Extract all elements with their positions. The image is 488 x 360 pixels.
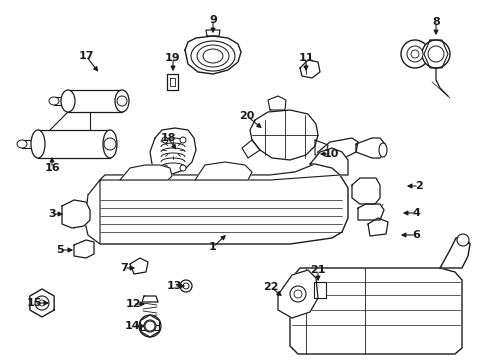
Text: 12: 12 — [125, 299, 141, 309]
Polygon shape — [30, 289, 54, 317]
Ellipse shape — [17, 140, 27, 148]
Ellipse shape — [115, 90, 129, 112]
Text: 3: 3 — [48, 209, 56, 219]
Circle shape — [289, 286, 305, 302]
Polygon shape — [267, 96, 285, 110]
Circle shape — [183, 283, 189, 289]
Text: 1: 1 — [209, 242, 217, 252]
Circle shape — [180, 280, 192, 292]
Text: 14: 14 — [125, 321, 141, 331]
Text: 8: 8 — [431, 17, 439, 27]
Circle shape — [35, 296, 49, 310]
Text: 13: 13 — [166, 281, 182, 291]
Circle shape — [162, 137, 168, 143]
Circle shape — [104, 138, 116, 150]
Ellipse shape — [61, 90, 75, 112]
Circle shape — [410, 50, 418, 58]
Text: 10: 10 — [323, 149, 338, 159]
Text: 7: 7 — [120, 263, 128, 273]
Text: 16: 16 — [44, 163, 60, 173]
Text: 20: 20 — [239, 111, 254, 121]
Polygon shape — [85, 164, 347, 244]
Circle shape — [162, 165, 168, 171]
Circle shape — [139, 315, 161, 337]
Polygon shape — [317, 138, 357, 162]
Text: 4: 4 — [411, 208, 419, 218]
Polygon shape — [22, 140, 38, 148]
Text: 21: 21 — [309, 265, 325, 275]
Polygon shape — [205, 30, 220, 36]
Polygon shape — [423, 40, 447, 68]
Circle shape — [293, 290, 302, 298]
Ellipse shape — [103, 130, 117, 158]
Polygon shape — [299, 60, 319, 78]
Text: 18: 18 — [160, 133, 175, 143]
Text: 19: 19 — [165, 53, 181, 63]
Text: 11: 11 — [298, 53, 313, 63]
Polygon shape — [314, 140, 327, 155]
Polygon shape — [150, 128, 196, 174]
Text: 17: 17 — [78, 51, 94, 61]
Polygon shape — [249, 110, 317, 160]
Polygon shape — [351, 178, 379, 204]
Text: 6: 6 — [411, 230, 419, 240]
Polygon shape — [54, 97, 68, 105]
Polygon shape — [184, 36, 241, 74]
Polygon shape — [355, 138, 384, 158]
Polygon shape — [141, 325, 159, 330]
Polygon shape — [289, 268, 461, 354]
Circle shape — [39, 300, 45, 306]
Circle shape — [456, 234, 468, 246]
Polygon shape — [357, 204, 383, 220]
Polygon shape — [242, 140, 260, 158]
Circle shape — [427, 46, 443, 62]
Polygon shape — [68, 90, 122, 112]
Polygon shape — [120, 165, 172, 180]
Circle shape — [421, 40, 449, 68]
Ellipse shape — [49, 97, 59, 105]
Polygon shape — [140, 315, 159, 337]
Polygon shape — [367, 218, 387, 236]
Circle shape — [406, 46, 422, 62]
Circle shape — [180, 165, 185, 171]
Polygon shape — [38, 130, 110, 158]
Ellipse shape — [31, 130, 45, 158]
Polygon shape — [309, 148, 347, 175]
Polygon shape — [62, 200, 90, 228]
Text: 15: 15 — [26, 298, 41, 308]
Text: 5: 5 — [56, 245, 63, 255]
Polygon shape — [74, 240, 94, 258]
Circle shape — [145, 321, 155, 331]
Polygon shape — [167, 74, 178, 90]
Circle shape — [180, 137, 185, 143]
Polygon shape — [130, 258, 148, 274]
Text: 22: 22 — [263, 282, 278, 292]
Polygon shape — [195, 162, 251, 180]
Circle shape — [147, 324, 153, 330]
Circle shape — [143, 320, 156, 332]
Polygon shape — [313, 282, 325, 298]
Polygon shape — [142, 296, 158, 302]
Polygon shape — [439, 236, 469, 268]
Polygon shape — [278, 270, 317, 318]
Text: 2: 2 — [414, 181, 422, 191]
Text: 9: 9 — [209, 15, 217, 25]
Polygon shape — [100, 164, 339, 180]
Ellipse shape — [378, 143, 386, 157]
Circle shape — [400, 40, 428, 68]
Polygon shape — [85, 180, 100, 244]
Circle shape — [117, 96, 127, 106]
